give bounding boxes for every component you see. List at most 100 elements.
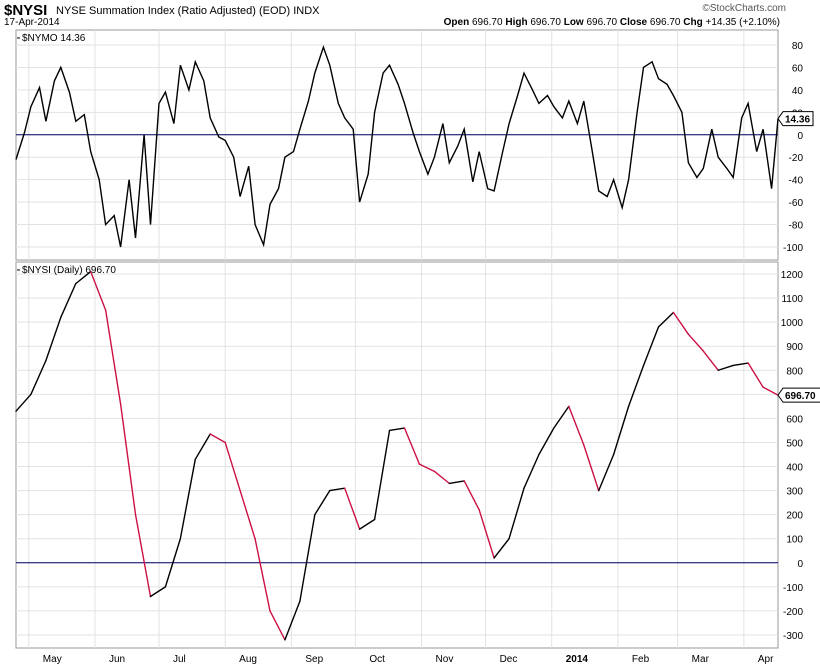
- x-tick-label: Jul: [173, 654, 186, 665]
- x-tick-label: Apr: [758, 654, 774, 665]
- series-segment-nysi: [538, 427, 555, 456]
- panel-frame-1: [15, 261, 779, 649]
- y-tick-label: 0: [797, 559, 803, 570]
- series-line-nymo: [15, 45, 779, 248]
- low-label: Low: [563, 17, 584, 28]
- series-segment-nysi: [179, 458, 196, 540]
- symbol-title: $NYSI: [4, 2, 48, 19]
- series-segment-nysi: [583, 444, 600, 492]
- series-segment-nysi: [209, 433, 226, 444]
- y-tick-label: 60: [792, 63, 804, 74]
- y-tick-label: -20: [789, 153, 804, 164]
- symbol-description: NYSE Summation Index (Ratio Adjusted) (E…: [56, 5, 320, 17]
- series-segment-nysi: [672, 311, 690, 335]
- series-segment-nysi: [627, 364, 645, 408]
- high-value: 696.70: [530, 17, 561, 28]
- y-tick-label: 500: [786, 438, 803, 449]
- low-value: 696.70: [586, 17, 618, 28]
- series-segment-nysi: [373, 429, 391, 521]
- series-segment-nysi: [284, 600, 301, 641]
- y-tick-label: 900: [786, 342, 803, 353]
- description-text: NYSE Summation Index (Ratio Adjusted) (E…: [56, 5, 291, 17]
- series-segment-nysi: [747, 362, 764, 388]
- panel-label: $NYSI (Daily) 696.70: [22, 265, 116, 276]
- series-segment-nysi: [45, 316, 62, 362]
- x-tick-label: Feb: [632, 654, 650, 665]
- series-segment-nysi: [75, 270, 92, 285]
- y-tick-label: 1100: [781, 294, 803, 305]
- series-segment-nysi: [403, 427, 421, 465]
- chg-value: +14.35 (+2.10%): [705, 17, 781, 28]
- series-segment-nysi: [194, 433, 211, 461]
- ohlc-summary: Open 696.70 High 696.70 Low 696.70 Close…: [444, 17, 780, 28]
- y-tick-label: 40: [792, 86, 804, 97]
- y-tick-label: -80: [789, 221, 804, 232]
- series-segment-nysi: [358, 518, 376, 530]
- series-segment-nysi: [388, 427, 406, 432]
- series-segment-nysi: [90, 270, 107, 311]
- y-tick-label: -40: [789, 176, 804, 187]
- series-segment-nysi: [30, 359, 47, 396]
- y-tick-label: 200: [786, 511, 803, 522]
- series-segment-nysi: [657, 311, 675, 328]
- series-segment-nysi: [702, 350, 719, 371]
- y-tick-label: -100: [783, 583, 803, 594]
- x-tick-label: Dec: [500, 654, 518, 665]
- x-tick-label: Aug: [239, 654, 257, 665]
- close-value: 696.70: [649, 17, 681, 28]
- series-segment-nysi: [119, 403, 137, 516]
- series-segment-nysi: [239, 489, 256, 540]
- y-tick-label: 1000: [781, 318, 804, 329]
- open-label: Open: [443, 17, 470, 28]
- y-tick-label: 0: [797, 131, 803, 142]
- y-tick-label: 800: [786, 366, 803, 377]
- series-segment-nysi: [329, 487, 346, 492]
- high-label: High: [505, 17, 528, 28]
- series-segment-nysi: [224, 441, 241, 492]
- y-tick-label: 300: [786, 487, 803, 498]
- series-segment-nysi: [553, 405, 570, 429]
- y-tick-label: 1200: [781, 270, 804, 281]
- series-segment-nysi: [134, 513, 152, 598]
- series-segment-nysi: [418, 463, 436, 473]
- series-segment-nysi: [254, 538, 271, 612]
- last-value-label: 696.70: [785, 391, 816, 402]
- series-segment-nysi: [149, 586, 167, 598]
- panel-label: $NYMO 14.36: [22, 33, 86, 44]
- series-segment-nysi: [478, 509, 495, 559]
- y-tick-label: 80: [792, 41, 804, 52]
- y-tick-label: -100: [783, 243, 803, 254]
- last-value-tag: [777, 387, 820, 403]
- y-tick-label: 400: [786, 463, 803, 474]
- brand-watermark: ©StockCharts.com: [702, 3, 786, 14]
- x-tick-label: Mar: [692, 654, 710, 665]
- x-tick-label: 2014: [566, 654, 589, 665]
- series-segment-nysi: [523, 453, 540, 489]
- x-tick-label: May: [43, 654, 62, 665]
- series-segment-nysi: [612, 405, 630, 456]
- series-segment-nysi: [344, 487, 361, 530]
- last-value-label: 14.36: [785, 115, 810, 126]
- series-segment-nysi: [164, 538, 182, 588]
- series-segment-nysi: [732, 362, 749, 367]
- series-segment-nysi: [762, 386, 779, 396]
- series-segment-nysi: [448, 480, 465, 485]
- series-segment-nysi: [104, 309, 122, 405]
- series-segment-nysi: [60, 282, 77, 319]
- y-tick-label: -60: [789, 198, 804, 209]
- y-tick-label: 100: [786, 535, 803, 546]
- series-segment-nysi: [493, 538, 510, 559]
- x-tick-label: Jun: [109, 654, 125, 665]
- series-segment-nysi: [269, 610, 286, 641]
- series-segment-nysi: [314, 489, 331, 516]
- x-tick-label: Sep: [305, 654, 323, 665]
- series-segment-nysi: [568, 405, 585, 446]
- series-segment-nysi: [299, 513, 316, 603]
- series-segment-nysi: [642, 326, 660, 367]
- open-value: 696.70: [471, 17, 503, 28]
- series-segment-nysi: [598, 453, 615, 492]
- y-tick-label: 600: [786, 414, 803, 425]
- exchange-text: INDX: [293, 5, 320, 17]
